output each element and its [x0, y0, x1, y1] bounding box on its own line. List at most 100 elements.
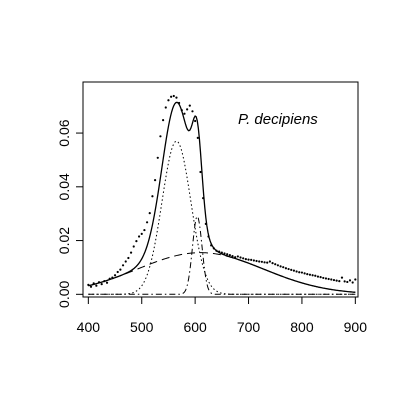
observed-point: [129, 251, 133, 254]
observed-point: [167, 99, 170, 102]
observed-point: [202, 197, 205, 200]
x-tick-label: 500: [130, 319, 154, 335]
observed-point: [276, 264, 279, 267]
y-tick-label: 0.02: [56, 227, 72, 254]
observed-point: [137, 235, 141, 238]
species-annotation: P. decipiens: [238, 111, 318, 128]
observed-point: [210, 244, 213, 247]
observed-point: [287, 267, 290, 271]
observed-point: [346, 280, 349, 284]
observed-point: [308, 273, 312, 276]
observed-point: [335, 279, 338, 282]
observed-point: [89, 285, 93, 288]
observed-point: [324, 277, 328, 280]
observed-point: [244, 258, 247, 261]
observed-point: [319, 276, 322, 279]
observed-point: [279, 265, 282, 268]
observed-point: [119, 268, 122, 271]
observed-point: [145, 221, 149, 224]
x-tick-label: 600: [183, 319, 207, 335]
observed-point: [260, 260, 263, 263]
observed-point: [322, 276, 325, 280]
observed-point: [170, 95, 173, 98]
observed-point: [314, 274, 317, 277]
observed-point: [151, 195, 154, 198]
x-tick-label: 900: [344, 319, 368, 335]
dotted-component-curve: [88, 140, 356, 295]
observed-point: [292, 269, 296, 272]
observed-point: [242, 257, 245, 260]
observed-point: [226, 253, 229, 256]
x-tick-label: 800: [290, 319, 314, 335]
observed-point: [156, 156, 159, 159]
observed-point: [178, 101, 181, 105]
observed-point: [332, 278, 336, 282]
observed-point: [113, 274, 117, 277]
observed-point: [239, 256, 242, 259]
observed-point: [351, 281, 354, 284]
observed-point: [196, 136, 199, 139]
observed-point: [274, 263, 277, 266]
observed-point: [95, 284, 98, 287]
observed-point: [212, 247, 215, 250]
observed-point: [250, 258, 253, 262]
observed-point: [298, 271, 301, 274]
observed-point: [284, 267, 288, 270]
observed-point: [100, 283, 103, 286]
observed-point: [148, 212, 151, 215]
observed-point: [188, 104, 191, 107]
observed-point: [236, 255, 239, 258]
x-axis: 400 500 600 700 800 900: [77, 297, 368, 335]
observed-points: [87, 94, 357, 288]
dashdot-component-curve: [88, 215, 356, 295]
observed-point: [183, 112, 186, 115]
observed-point: [306, 273, 309, 276]
observed-point: [215, 249, 218, 252]
observed-point: [175, 96, 178, 99]
observed-point: [159, 135, 162, 138]
observed-point: [207, 235, 210, 238]
observed-point: [282, 266, 285, 269]
observed-point: [247, 258, 250, 261]
observed-point: [290, 268, 293, 271]
observed-point: [295, 270, 298, 273]
observed-point: [97, 281, 101, 284]
y-tick-label: 0.00: [56, 280, 72, 307]
observed-point: [135, 240, 138, 243]
observed-point: [330, 278, 333, 281]
observed-point: [121, 264, 125, 267]
observed-point: [143, 228, 146, 232]
observed-point: [87, 283, 90, 287]
observed-point: [343, 280, 346, 283]
observed-point: [103, 280, 106, 283]
y-tick-label: 0.04: [56, 173, 72, 200]
observed-point: [218, 250, 221, 253]
observed-point: [316, 275, 320, 278]
observed-point: [105, 281, 109, 284]
observed-point: [252, 259, 255, 262]
series-layer: [88, 101, 356, 295]
observed-point: [220, 251, 223, 254]
x-tick-label: 400: [77, 319, 101, 335]
observed-point: [266, 261, 269, 264]
observed-point: [231, 255, 234, 258]
observed-point: [111, 276, 114, 279]
observed-point: [116, 270, 119, 274]
observed-point: [204, 222, 207, 225]
observed-point: [153, 178, 157, 182]
observed-point: [255, 259, 258, 263]
observed-point: [164, 106, 167, 109]
observed-point: [348, 279, 352, 282]
observed-point: [140, 232, 143, 235]
observed-point: [338, 280, 341, 283]
observed-point: [263, 261, 266, 264]
observed-point: [92, 282, 95, 285]
observed-point: [300, 271, 304, 274]
observed-point: [311, 274, 314, 277]
plot-frame: [82, 81, 359, 298]
observed-point: [268, 260, 271, 263]
observed-point: [271, 262, 274, 265]
observed-point: [223, 252, 226, 255]
observed-point: [194, 119, 197, 123]
